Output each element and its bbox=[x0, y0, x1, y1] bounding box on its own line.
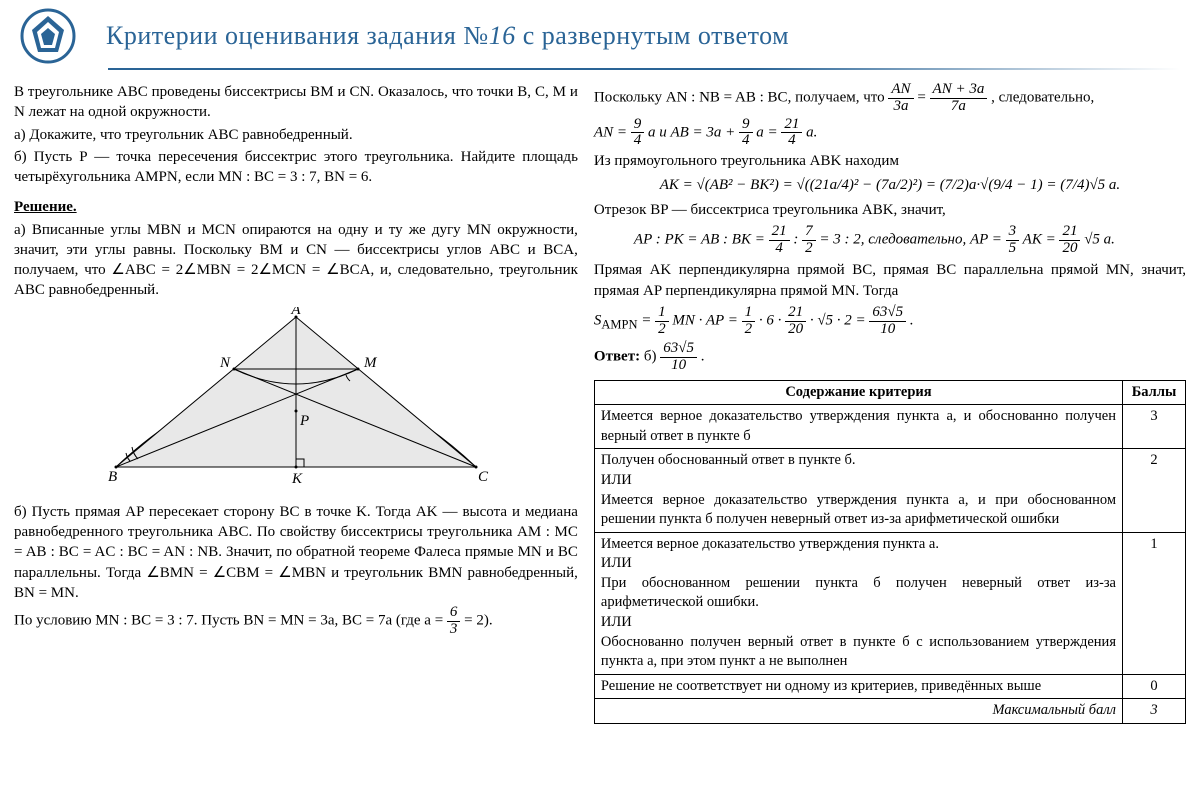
svg-text:N: N bbox=[219, 355, 231, 371]
svg-text:K: K bbox=[291, 471, 303, 487]
rubric-points: 3 bbox=[1123, 405, 1186, 449]
page-header: Критерии оценивания задания №16 с развер… bbox=[0, 0, 1200, 64]
rubric-points: 1 bbox=[1123, 532, 1186, 674]
solution-b-2: По условию MN : BC = 3 : 7. Пусть BN = M… bbox=[14, 605, 578, 638]
rubric-desc: Получен обоснованный ответ в пункте б.ИЛ… bbox=[594, 449, 1122, 532]
svg-text:B: B bbox=[108, 469, 117, 485]
rubric-points: 0 bbox=[1123, 674, 1186, 699]
rubric-table: Содержание критерия Баллы Имеется верное… bbox=[594, 380, 1186, 724]
left-column: В треугольнике ABC проведены биссектрисы… bbox=[14, 80, 578, 724]
formula-AP: AP : PK = AB : BK = 214 : 72 = 3 : 2, сл… bbox=[594, 224, 1186, 257]
geometry-diagram: A B C N M P K bbox=[14, 307, 578, 498]
rubric-max-row: Максимальный балл3 bbox=[594, 699, 1185, 724]
right-column: Поскольку AN : NB = AB : BC, получаем, ч… bbox=[594, 80, 1186, 724]
table-row: Получен обоснованный ответ в пункте б.ИЛ… bbox=[594, 449, 1185, 532]
rubric-header-criteria: Содержание критерия bbox=[594, 380, 1122, 405]
right-line-3: Из прямоугольного треугольника ABK наход… bbox=[594, 151, 1186, 171]
solution-a: а) Вписанные углы MBN и MCN опираются на… bbox=[14, 220, 578, 301]
svg-text:P: P bbox=[299, 413, 309, 429]
title-underline bbox=[108, 68, 1180, 70]
table-row: Имеется верное доказательство утверждени… bbox=[594, 405, 1185, 449]
problem-statement: В треугольнике ABC проведены биссектрисы… bbox=[14, 82, 578, 123]
svg-text:A: A bbox=[290, 307, 301, 318]
triangle-diagram-icon: A B C N M P K bbox=[86, 307, 506, 492]
problem-part-b: б) Пусть P — точка пересечения биссектри… bbox=[14, 147, 578, 188]
solution-heading: Решение. bbox=[14, 197, 578, 217]
table-row: Имеется верное доказательство утверждени… bbox=[594, 532, 1185, 674]
rubric-max-label: Максимальный балл bbox=[594, 699, 1122, 724]
problem-part-a: а) Докажите, что треугольник ABC равнобе… bbox=[14, 125, 578, 145]
answer-line: Ответ: б) 63√510 . bbox=[594, 341, 1186, 374]
svg-text:C: C bbox=[478, 469, 489, 485]
right-line-7: Прямая AK перпендикулярна прямой BC, пря… bbox=[594, 260, 1186, 301]
rubric-header-points: Баллы bbox=[1123, 380, 1186, 405]
formula-AK: AK = √(AB² − BK²) = √((21a/4)² − (7a/2)²… bbox=[594, 175, 1186, 195]
title-suffix: с развернутым ответом bbox=[516, 21, 789, 50]
right-line-5: Отрезок BP — биссектриса треугольника AB… bbox=[594, 200, 1186, 220]
solution-b-1: б) Пусть прямая AP пересекает сторону BC… bbox=[14, 502, 578, 603]
svg-text:M: M bbox=[363, 355, 378, 371]
right-line-1: Поскольку AN : NB = AB : BC, получаем, ч… bbox=[594, 82, 1186, 115]
formula-S: SAMPN = 12 MN · AP = 12 · 6 · 2120 · √5 … bbox=[594, 305, 1186, 338]
right-line-2: AN = 94 a и AB = 3a + 94 a = 214 a. bbox=[594, 117, 1186, 150]
page-title: Критерии оценивания задания №16 с развер… bbox=[106, 21, 789, 51]
rubric-desc: Решение не соответствует ни одному из кр… bbox=[594, 674, 1122, 699]
title-number: 16 bbox=[489, 21, 516, 50]
rubric-desc: Имеется верное доказательство утверждени… bbox=[594, 405, 1122, 449]
table-row: Решение не соответствует ни одному из кр… bbox=[594, 674, 1185, 699]
org-logo-icon bbox=[20, 8, 76, 64]
title-prefix: Критерии оценивания задания № bbox=[106, 21, 489, 50]
rubric-max-points: 3 bbox=[1123, 699, 1186, 724]
rubric-desc: Имеется верное доказательство утверждени… bbox=[594, 532, 1122, 674]
rubric-points: 2 bbox=[1123, 449, 1186, 532]
